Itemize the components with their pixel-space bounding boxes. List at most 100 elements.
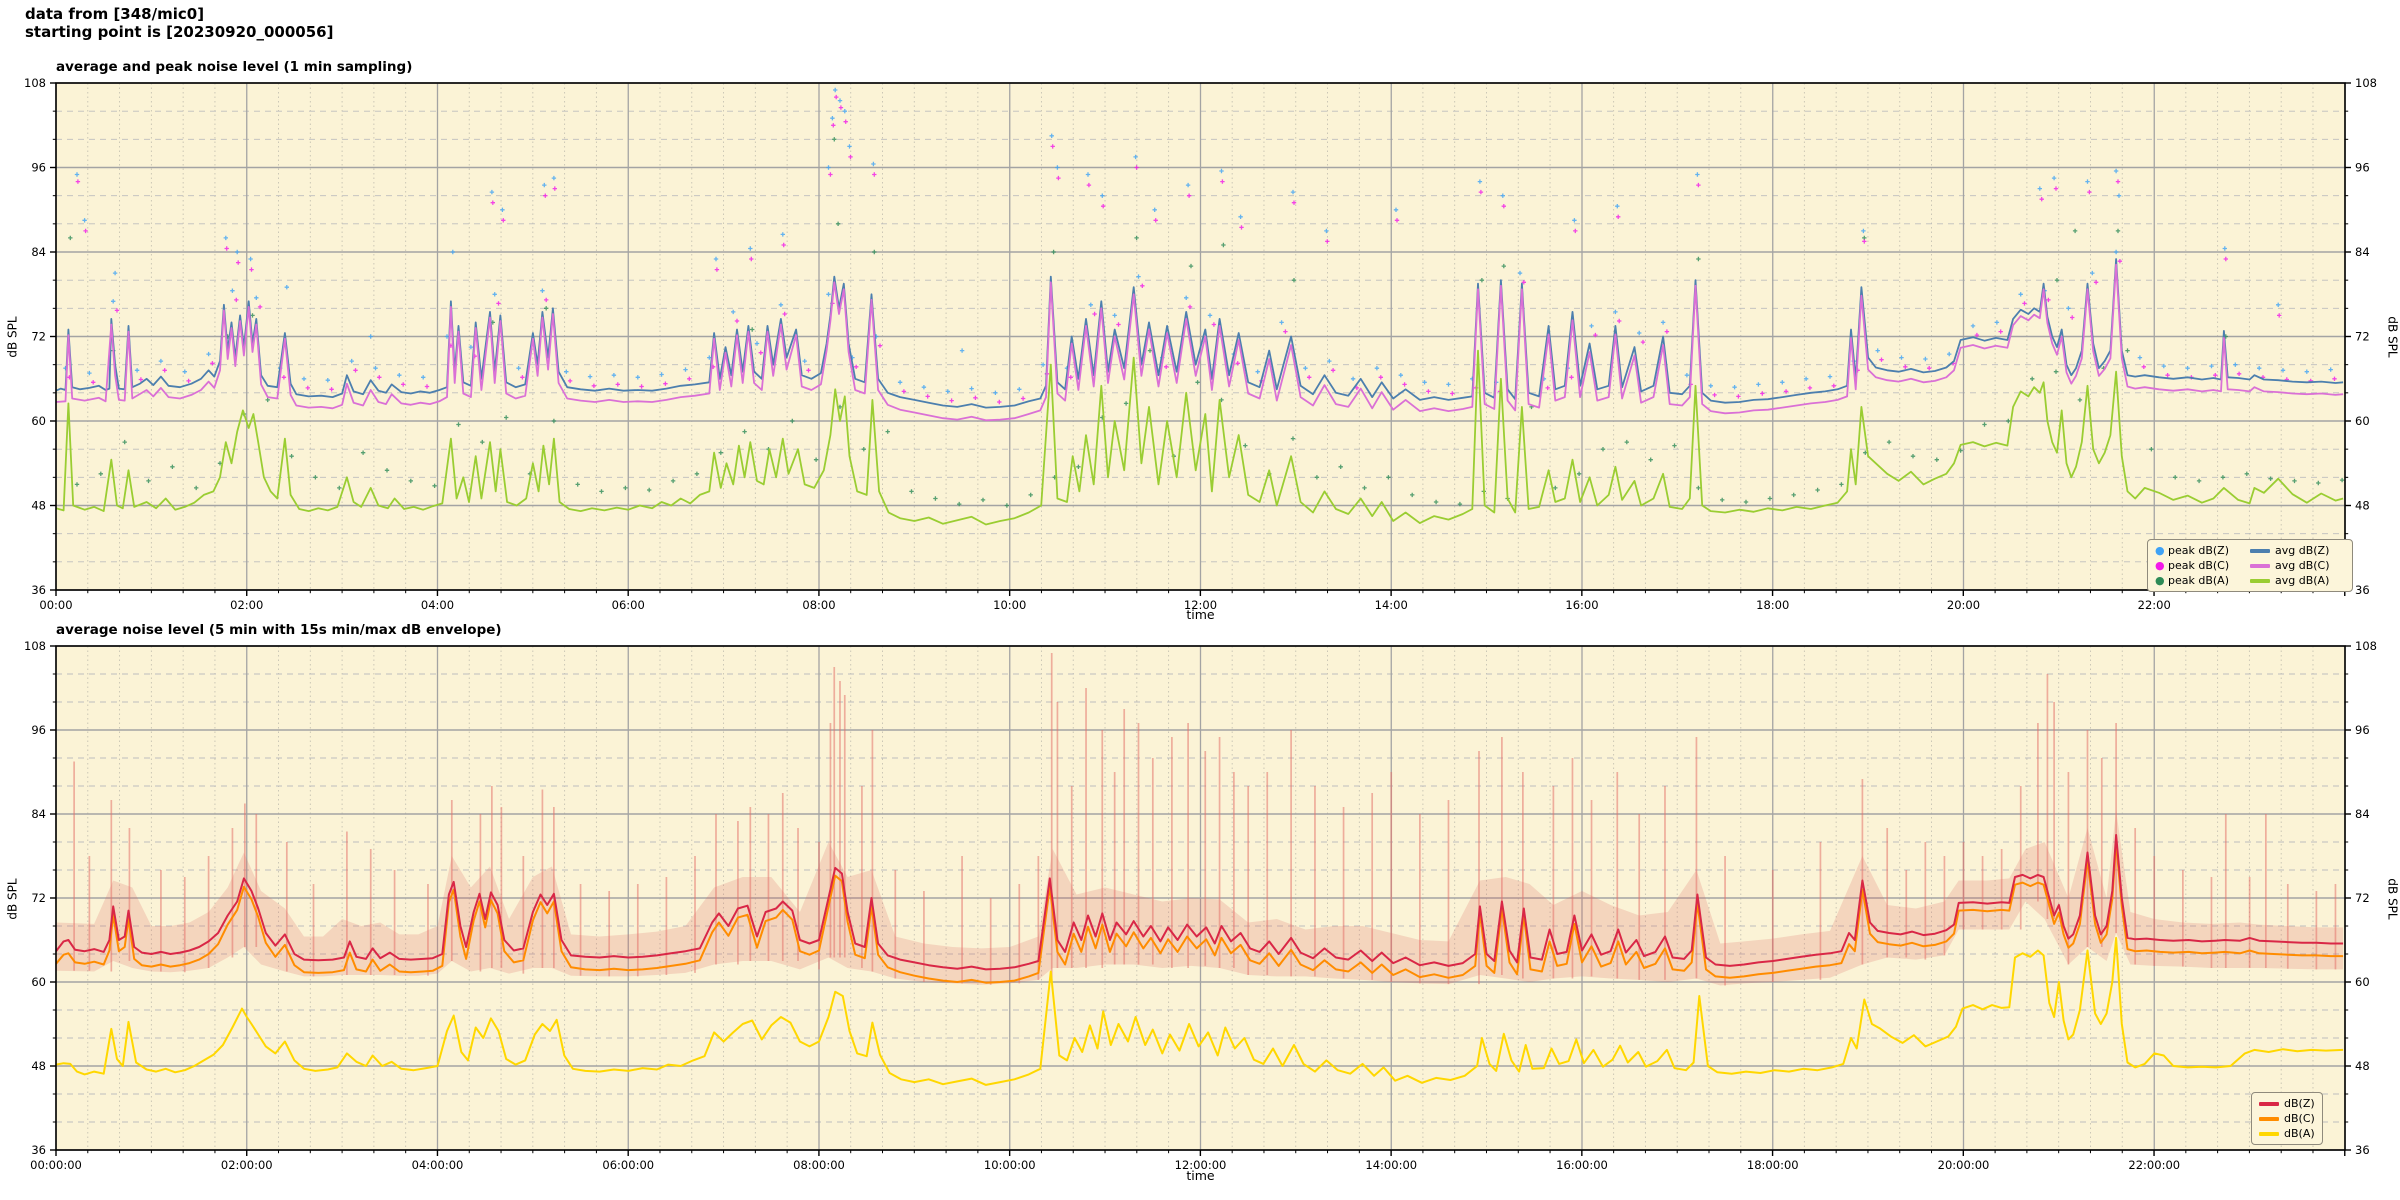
series-avg dB(Z)	[55, 258, 2344, 409]
y-tick-label-left: 72	[31, 891, 46, 905]
header-line-2: starting point is [20230920_000056]	[25, 23, 334, 41]
legend-item: ● peak dB(Z)	[2155, 543, 2250, 558]
x-tick-label: 02:00	[230, 598, 263, 612]
peak-dba-marker-icon: ●	[2155, 573, 2165, 587]
y-tick-label-right: 36	[2355, 583, 2370, 597]
legend-item: avg dB(Z)	[2250, 543, 2345, 558]
x-tick-label: 10:00	[993, 598, 1026, 612]
y-tick-label-right: 96	[2355, 161, 2370, 175]
x-tick-label: 12:00	[1184, 598, 1217, 612]
x-tick-label: 00:00:00	[30, 1158, 82, 1172]
y-tick-label-right: 72	[2355, 330, 2370, 344]
y-tick-label-right: 72	[2355, 891, 2370, 905]
bottom-chart: 00:00:00 02:00:00 04:00:00 06:00:00 08:00:00…	[24, 639, 2377, 1172]
peak-dbc-marker-icon: ●	[2155, 558, 2165, 572]
x-tick-label: 12:00:00	[1175, 1158, 1227, 1172]
legend-label: peak dB(C)	[2168, 559, 2230, 572]
peak-dbz-marker-icon: ●	[2155, 543, 2165, 557]
y-tick-label-left: 108	[24, 639, 46, 653]
x-tick-label: 02:00:00	[221, 1158, 273, 1172]
series-dB(Z)	[55, 834, 2344, 971]
x-tick-label: 04:00	[421, 598, 454, 612]
scatter-peak dB(C)	[67, 94, 2337, 405]
x-tick-label: 00:00	[39, 598, 72, 612]
dba-line-swatch	[2259, 1131, 2279, 1136]
top-y-axis-label-left: dB SPL	[5, 316, 20, 358]
legend-label: dB(A)	[2284, 1127, 2315, 1140]
avg-dbz-line-swatch	[2250, 548, 2270, 553]
scatter-peak dB(A)	[68, 137, 2345, 508]
y-tick-label-right: 96	[2355, 723, 2370, 737]
y-tick-label-right: 60	[2355, 414, 2370, 428]
legend-label: avg dB(A)	[2275, 574, 2330, 587]
y-tick-label-left: 96	[31, 723, 46, 737]
minmax-envelope-band	[56, 810, 2344, 986]
y-tick-label-right: 108	[2355, 76, 2377, 90]
legend-item: dB(A)	[2259, 1126, 2315, 1141]
top-chart-title: average and peak noise level (1 min samp…	[56, 59, 413, 75]
legend-item: ● peak dB(C)	[2155, 558, 2250, 573]
legend-label: peak dB(Z)	[2168, 544, 2230, 557]
y-tick-label-left: 84	[31, 245, 46, 259]
x-tick-label: 08:00	[802, 598, 835, 612]
y-tick-label-right: 108	[2355, 639, 2377, 653]
y-tick-label-right: 36	[2355, 1143, 2370, 1157]
legend-item: dB(C)	[2259, 1111, 2315, 1126]
x-tick-label: 10:00:00	[984, 1158, 1036, 1172]
y-tick-label-left: 84	[31, 807, 46, 821]
series-avg dB(A)	[55, 349, 2344, 526]
x-tick-label: 20:00	[1947, 598, 1980, 612]
top-y-axis-label-right: dB SPL	[2385, 316, 2400, 358]
legend-label: avg dB(C)	[2275, 559, 2330, 572]
legend-item: dB(Z)	[2259, 1096, 2315, 1111]
avg-dbc-line-swatch	[2250, 563, 2270, 568]
legend-label: dB(C)	[2284, 1112, 2315, 1125]
y-tick-label-left: 48	[31, 1059, 46, 1073]
legend-label: peak dB(A)	[2168, 574, 2229, 587]
x-tick-label: 22:00	[2138, 598, 2171, 612]
x-tick-label: 06:00:00	[602, 1158, 654, 1172]
bottom-y-axis-label-right: dB SPL	[2385, 878, 2400, 920]
series-dB(C)	[55, 841, 2344, 984]
dbc-line-swatch	[2259, 1116, 2279, 1121]
x-tick-label: 16:00:00	[1556, 1158, 1608, 1172]
dbz-line-swatch	[2259, 1101, 2279, 1106]
y-tick-label-left: 72	[31, 330, 46, 344]
x-tick-label: 14:00	[1375, 598, 1408, 612]
y-tick-label-left: 108	[24, 76, 46, 90]
legend-label: avg dB(Z)	[2275, 544, 2330, 557]
x-tick-label: 16:00	[1565, 598, 1598, 612]
header-line-1: data from [348/mic0]	[25, 5, 205, 23]
x-tick-label: 18:00:00	[1747, 1158, 1799, 1172]
avg-dba-line-swatch	[2250, 578, 2270, 583]
y-tick-label-left: 36	[31, 1143, 46, 1157]
y-tick-label-left: 60	[31, 975, 46, 989]
x-tick-label: 08:00:00	[793, 1158, 845, 1172]
bottom-chart-title: average noise level (5 min with 15s min/…	[56, 622, 502, 638]
y-tick-label-left: 48	[31, 499, 46, 513]
y-tick-label-left: 36	[31, 583, 46, 597]
y-tick-label-right: 84	[2355, 807, 2370, 821]
scatter-peak dB(Z)	[63, 87, 2333, 395]
series-dB(A)	[55, 936, 2344, 1086]
legend-item: avg dB(C)	[2250, 558, 2345, 573]
y-tick-label-left: 96	[31, 161, 46, 175]
legend-item: avg dB(A)	[2250, 573, 2345, 588]
bottom-chart-legend: dB(Z) dB(C) dB(A)	[2251, 1092, 2323, 1145]
top-x-axis-label: time	[1186, 607, 1215, 622]
y-tick-label-right: 48	[2355, 499, 2370, 513]
bottom-y-axis-label-left: dB SPL	[5, 878, 20, 920]
y-tick-label-right: 48	[2355, 1059, 2370, 1073]
x-tick-label: 06:00	[612, 598, 645, 612]
bottom-x-axis-label: time	[1186, 1168, 1215, 1183]
x-tick-label: 20:00:00	[1938, 1158, 1990, 1172]
x-tick-label: 18:00	[1756, 598, 1789, 612]
legend-item: ● peak dB(A)	[2155, 573, 2250, 588]
y-tick-label-right: 60	[2355, 975, 2370, 989]
legend-label: dB(Z)	[2284, 1097, 2315, 1110]
series-avg dB(C)	[55, 263, 2344, 422]
x-tick-label: 22:00:00	[2128, 1158, 2180, 1172]
x-tick-label: 14:00:00	[1365, 1158, 1417, 1172]
